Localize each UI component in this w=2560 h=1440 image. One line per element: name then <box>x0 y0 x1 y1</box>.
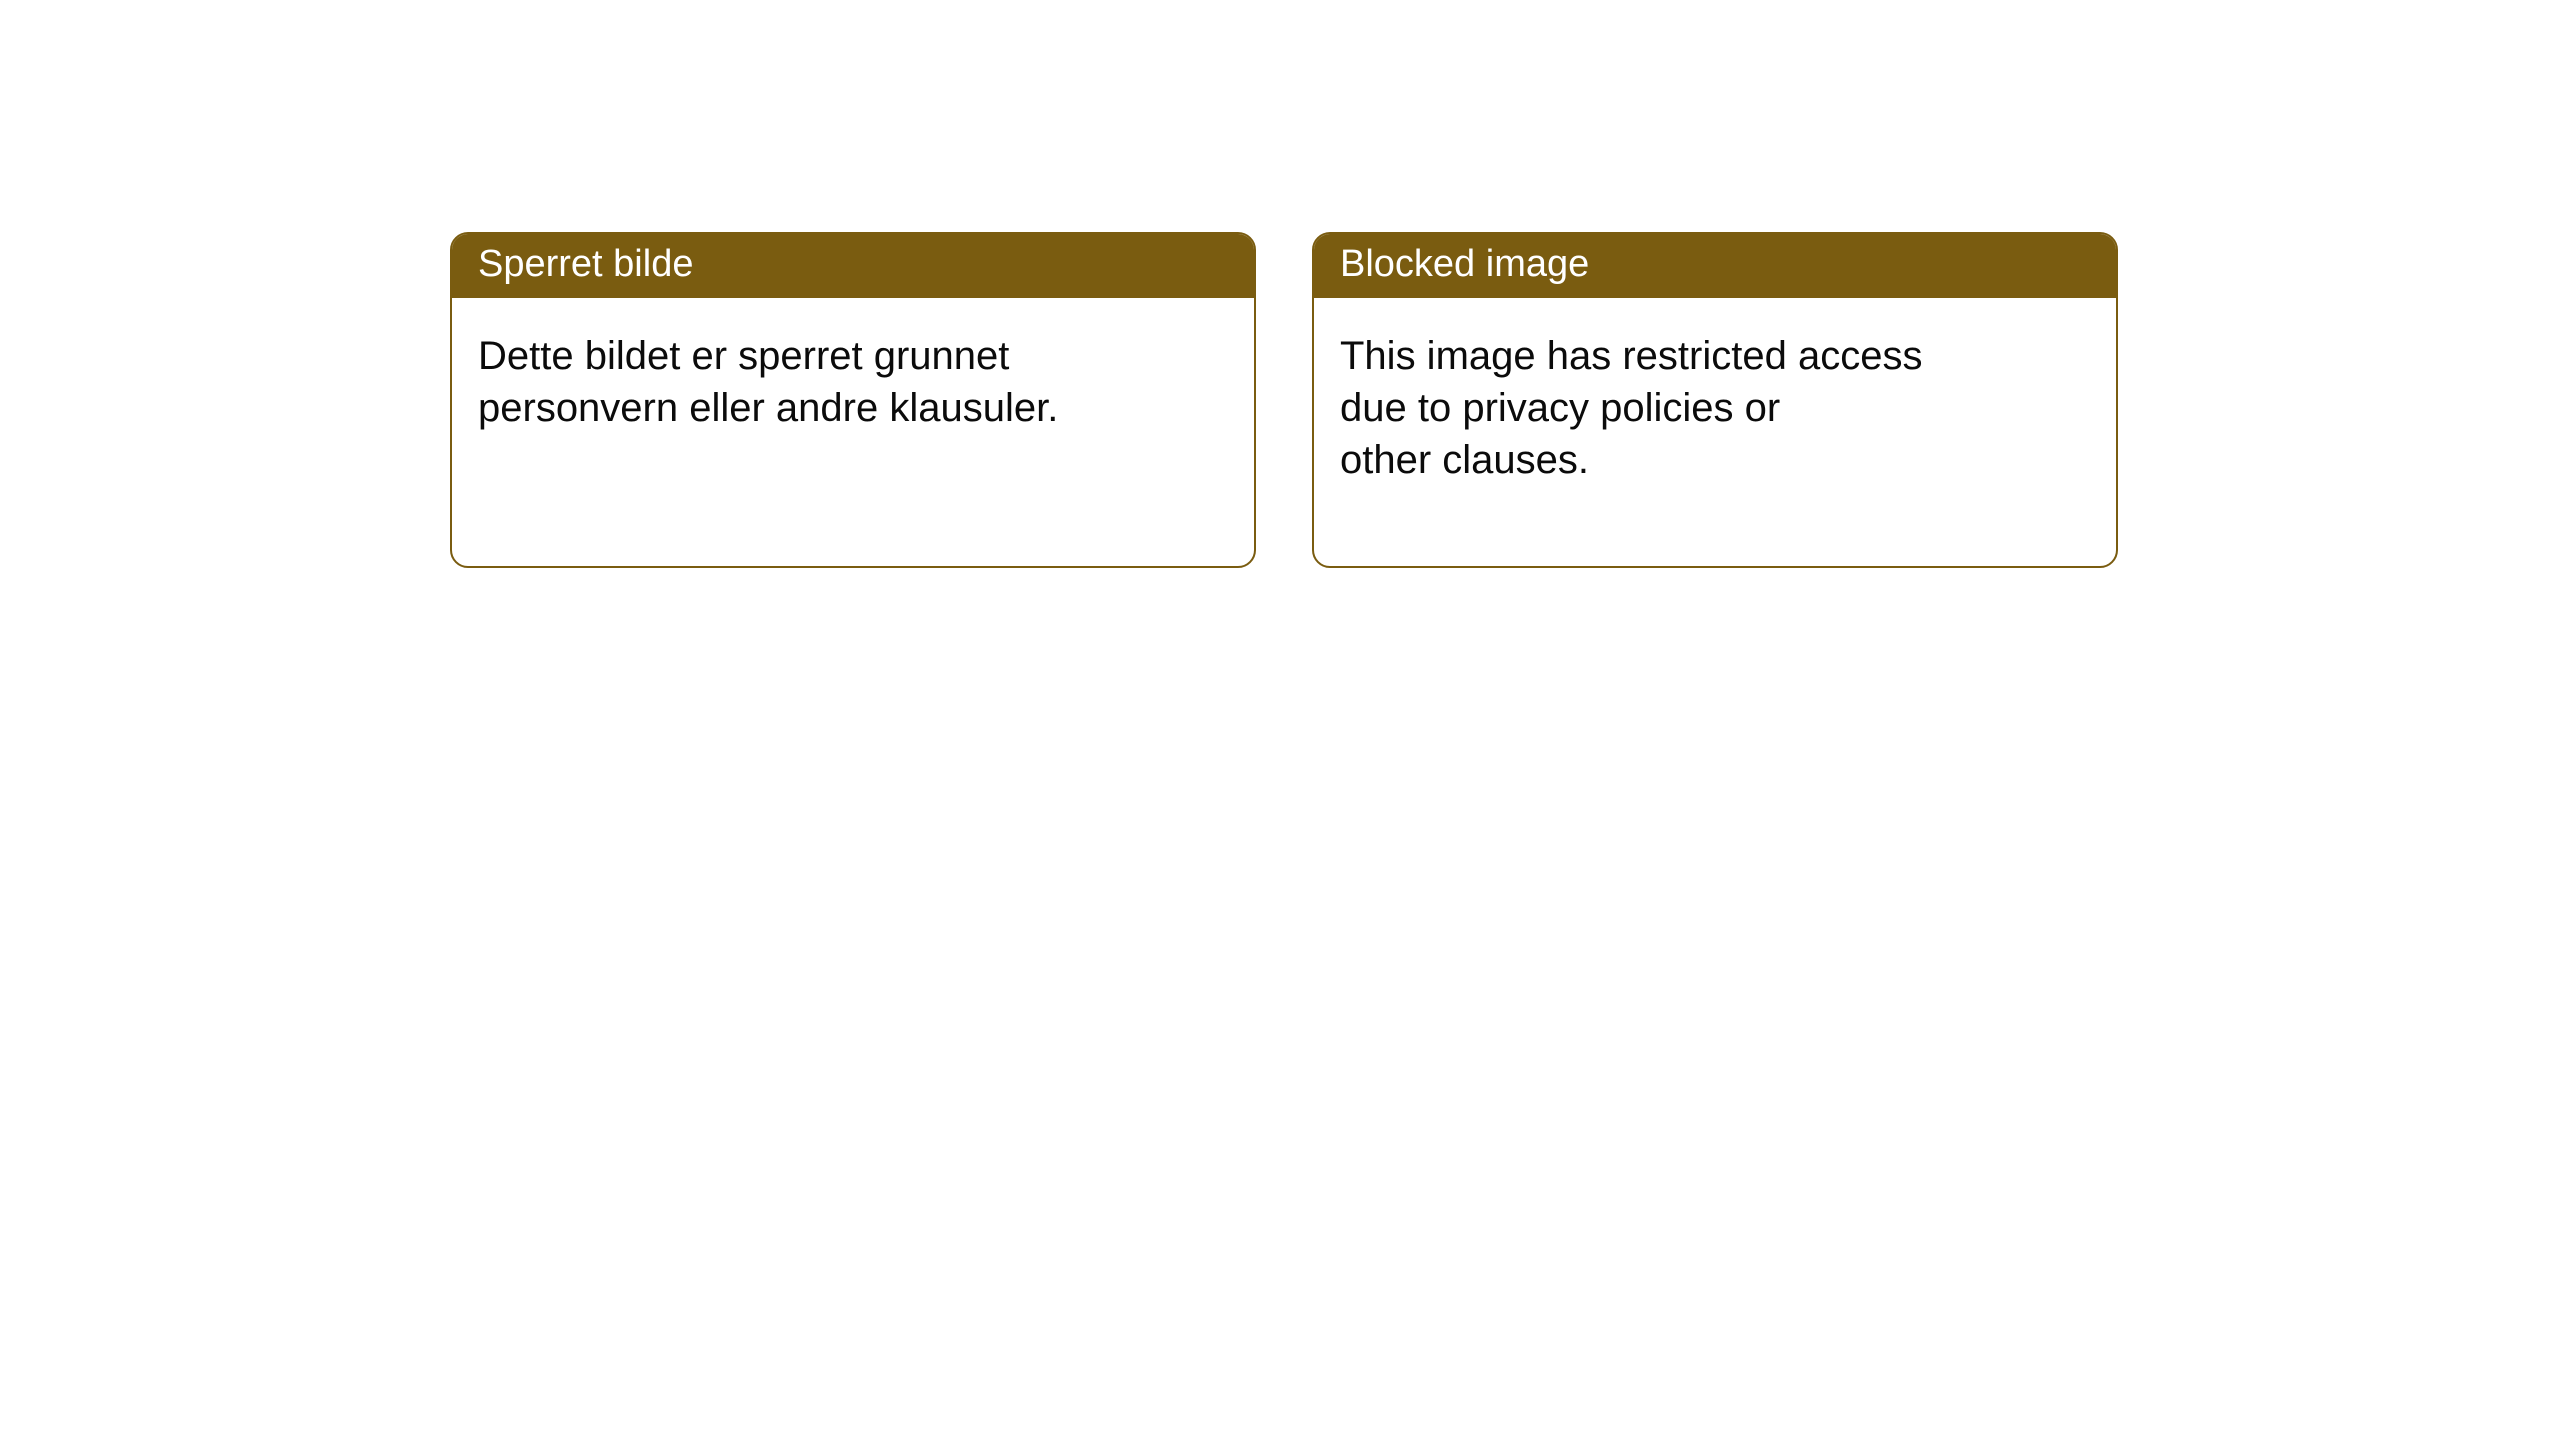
notice-card-right-title: Blocked image <box>1314 234 2116 298</box>
notice-card-left-title: Sperret bilde <box>452 234 1254 298</box>
notice-card-left: Sperret bilde Dette bildet er sperret gr… <box>450 232 1256 568</box>
notice-card-left-body: Dette bildet er sperret grunnet personve… <box>452 298 1254 566</box>
notice-card-right-body: This image has restricted access due to … <box>1314 298 2116 566</box>
notice-card-right: Blocked image This image has restricted … <box>1312 232 2118 568</box>
notice-container: Sperret bilde Dette bildet er sperret gr… <box>450 232 2118 568</box>
